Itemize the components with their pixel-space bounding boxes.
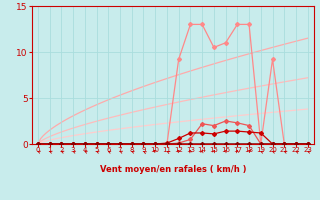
X-axis label: Vent moyen/en rafales ( km/h ): Vent moyen/en rafales ( km/h )	[100, 165, 246, 174]
